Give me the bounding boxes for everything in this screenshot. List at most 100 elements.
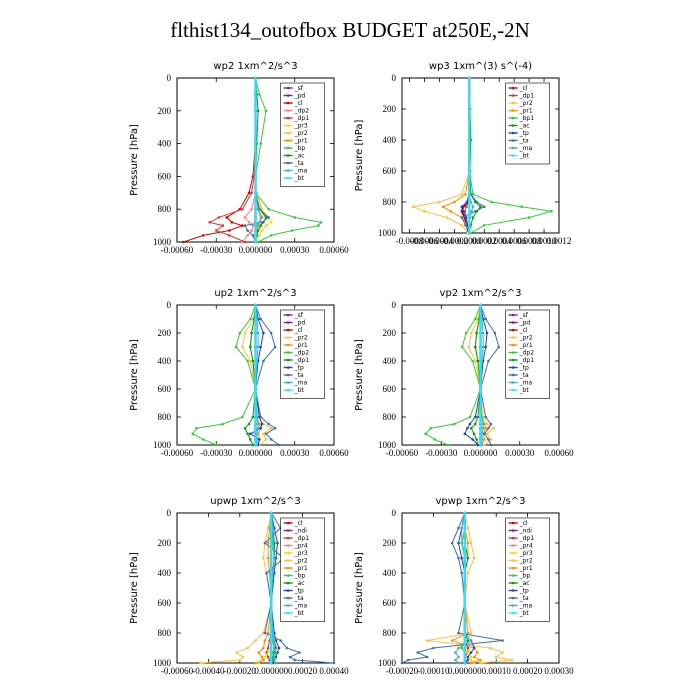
series-point: [254, 438, 257, 441]
series-point: [269, 571, 273, 575]
panel-title: up2 1xm^2/s^3: [214, 288, 296, 299]
series-point: [269, 655, 273, 659]
series-point: [472, 432, 476, 436]
series-point: [485, 331, 489, 335]
legend-marker: [286, 589, 290, 592]
series-point: [254, 224, 257, 227]
legend-marker: [286, 94, 290, 97]
series-point: [457, 655, 460, 659]
series-point: [470, 210, 473, 213]
x-tick-label: -0.00040: [192, 666, 225, 676]
series-point: [450, 541, 454, 545]
legend-label: _bp: [294, 145, 306, 152]
series-point: [263, 631, 267, 635]
series-point: [264, 109, 268, 113]
series-point: [479, 205, 482, 208]
series-point: [269, 661, 273, 665]
legend-label: _dp1: [519, 93, 535, 100]
series-point: [254, 387, 257, 391]
series-point: [266, 646, 270, 650]
series-point: [470, 331, 473, 335]
series-point: [479, 317, 482, 321]
legend-marker: [286, 574, 290, 577]
y-tick-label: 0: [167, 508, 172, 518]
series-point: [254, 661, 257, 665]
series-point: [264, 224, 268, 227]
y-tick-label: 400: [158, 356, 172, 366]
series-point: [474, 415, 477, 419]
x-tick-label: -0.00060: [161, 666, 194, 676]
series-line-dp2: [191, 304, 257, 446]
series-point: [279, 639, 282, 642]
legend-marker: [511, 381, 515, 384]
legend-label: _ta: [519, 138, 529, 145]
legend-marker: [286, 536, 290, 540]
legend-marker: [286, 169, 290, 172]
legend-label: _dp2: [519, 350, 535, 357]
series-point: [487, 359, 490, 363]
series-point: [463, 631, 467, 635]
y-tick-label: 600: [158, 384, 172, 394]
series-point: [201, 438, 205, 441]
series-point: [400, 661, 404, 665]
legend-marker: [286, 388, 290, 392]
legend-label: _pr2: [519, 335, 533, 342]
series-point: [247, 191, 251, 195]
x-tick-label: -0.0006: [411, 236, 439, 246]
series-point: [479, 426, 482, 430]
legend-marker: [511, 313, 515, 317]
legend-marker: [511, 581, 515, 585]
series-point: [249, 432, 252, 436]
series-point: [191, 432, 194, 436]
series-point: [250, 331, 253, 335]
series-point: [254, 359, 257, 363]
series-point: [479, 303, 482, 307]
legend-marker: [286, 596, 290, 600]
legend-marker: [511, 86, 515, 90]
series-point: [254, 432, 257, 436]
series-point: [463, 556, 467, 560]
series-point: [484, 345, 488, 349]
series-point: [460, 571, 464, 575]
series-point: [463, 658, 467, 662]
series-point: [259, 317, 263, 321]
legend-label: _pr3: [519, 550, 533, 557]
legend-marker: [286, 176, 290, 180]
x-tick-label: 0.00040: [319, 666, 349, 676]
series-point: [273, 655, 276, 659]
series-point: [195, 426, 198, 430]
legend-label: _sf: [519, 312, 529, 319]
series-point: [269, 651, 273, 654]
x-tick-label: -0.00030: [200, 448, 233, 458]
legend-label: _bt: [294, 175, 305, 182]
y-tick-label: 200: [383, 104, 397, 114]
legend-label: _pr2: [519, 100, 533, 107]
series-point: [483, 432, 486, 436]
legend-marker: [511, 328, 515, 332]
series-point: [254, 175, 257, 178]
legend-label: _ma: [294, 380, 308, 387]
series-point: [246, 359, 249, 363]
series-point: [457, 556, 460, 560]
legend-label: _pr3: [294, 550, 308, 557]
legend-label: _dp2: [294, 350, 310, 357]
series-point: [241, 655, 245, 659]
series-point: [489, 422, 493, 426]
series-point: [243, 331, 247, 335]
series-point: [468, 231, 471, 235]
series-line-pr2: [200, 512, 272, 664]
x-tick-label: 0.0004: [487, 236, 512, 246]
series-point: [265, 571, 268, 575]
series-point: [269, 556, 273, 560]
series-point: [407, 658, 410, 662]
series-point: [293, 216, 297, 219]
series-point: [450, 639, 454, 642]
legend-marker: [286, 581, 290, 585]
series-point: [468, 205, 471, 208]
y-tick-label: 800: [383, 197, 397, 207]
y-tick-label: 400: [383, 356, 397, 366]
series-point: [254, 345, 257, 349]
series-point: [468, 224, 471, 227]
series-point: [277, 646, 281, 650]
y-tick-label: 600: [383, 384, 397, 394]
